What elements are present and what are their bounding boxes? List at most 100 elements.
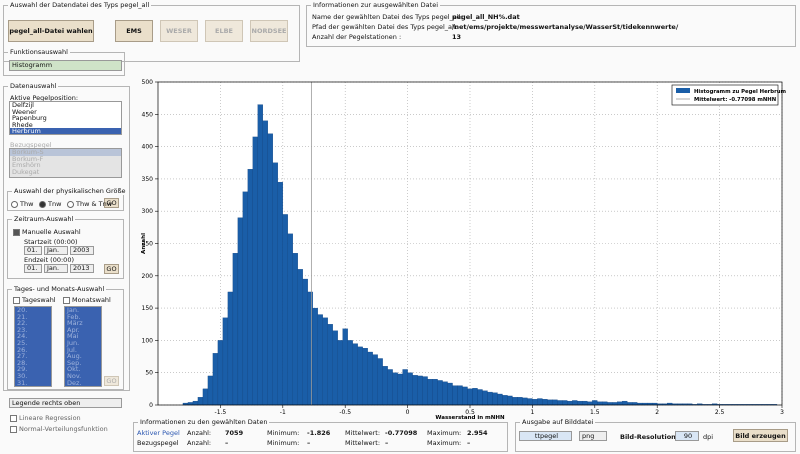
y-tick-label: 250: [142, 241, 154, 248]
histogram-bar: [417, 375, 423, 406]
legend-label: Mittelwert: -0.77098 mNHN: [694, 97, 776, 103]
histogram-bar: [452, 385, 458, 406]
resolution-input[interactable]: 90: [675, 431, 699, 441]
radio-dot: [39, 200, 46, 208]
histogram-bar: [262, 120, 268, 406]
histogram-bar: [202, 388, 209, 406]
histogram-bar: [427, 379, 433, 406]
info-label: Anzahl der Pegelstationen :: [312, 33, 402, 41]
histogram-bar: [307, 291, 313, 406]
date-select[interactable]: Jan.: [44, 264, 68, 273]
option-checkbox[interactable]: Normal-Verteilungsfunktion: [10, 425, 108, 433]
label: Tageswahl: [22, 296, 56, 304]
panel-title: Datenauswahl: [8, 82, 59, 90]
list-item[interactable]: Herbrum: [10, 128, 121, 134]
list-item: 27.: [17, 352, 28, 361]
x-tick-label: 2.5: [715, 409, 725, 416]
label: Bezugspegel: [10, 141, 52, 149]
x-tick-label: 0.5: [465, 409, 475, 416]
histogram-bar: [557, 400, 563, 406]
label: Bild-Resolution:: [620, 433, 679, 441]
histogram-bar: [362, 348, 368, 406]
label: Tnw: [48, 200, 62, 208]
list-item[interactable]: Weener: [12, 107, 37, 116]
list-item[interactable]: Papenburg: [12, 114, 47, 123]
label: Startzeit (00:00): [24, 238, 78, 246]
histogram-bar: [582, 400, 588, 406]
radio[interactable]: Thw & Tnw: [67, 200, 112, 208]
x-tick-label: 0: [406, 409, 410, 416]
stats-panel: Informationen zu den gewählten Daten: [133, 418, 508, 452]
histogram-bar: [622, 400, 628, 406]
x-tick-label: 1: [530, 409, 534, 416]
list-item: 29.: [17, 365, 28, 374]
function-select[interactable]: Histogramm: [9, 60, 122, 71]
day-checkbox[interactable]: Tageswahl: [13, 296, 56, 304]
period-panel: Zeitraum-Auswahl: [7, 215, 124, 279]
histogram-bar: [192, 400, 199, 406]
data-panel: Datenauswahl: [3, 82, 130, 391]
list-item: Okt.: [67, 365, 81, 374]
choose-file-button[interactable]: pegel_all-Datei wahlen: [8, 20, 94, 42]
go-button[interactable]: GO: [104, 198, 119, 208]
histogram-bar: [322, 317, 328, 406]
histogram-bar: [497, 393, 503, 406]
histogram-bar: [537, 398, 543, 406]
go-button[interactable]: GO: [104, 264, 119, 274]
histogram-bar: [402, 369, 408, 406]
histogram-bar: [612, 402, 618, 406]
y-tick-label: 100: [142, 337, 154, 344]
histogram-bar: [367, 351, 373, 406]
y-tick-label: 450: [142, 111, 154, 118]
y-tick-label: 500: [142, 79, 154, 86]
radio[interactable]: Tnw: [39, 200, 61, 208]
date-select[interactable]: 01.: [24, 246, 42, 255]
info-value: 13: [452, 33, 462, 41]
histogram-bar: [512, 397, 518, 406]
histogram-bar: [377, 358, 383, 406]
histogram-bar: [527, 398, 533, 406]
format-select[interactable]: png: [579, 431, 607, 441]
list-item[interactable]: Delfzijl: [12, 101, 34, 109]
radio[interactable]: Thw: [11, 200, 33, 208]
list-item: Sep.: [67, 358, 82, 367]
stats-value: -1.826: [307, 429, 331, 437]
date-select[interactable]: 2013: [70, 264, 94, 273]
date-select[interactable]: 01.: [24, 264, 42, 273]
histogram-bar: [252, 136, 258, 406]
date-select[interactable]: 2003: [70, 246, 94, 255]
day-list: 20. 21. 22. 23. 24. 25. 26. 27. 28. 29. 30. 31.: [14, 306, 52, 387]
filename-input[interactable]: ttpegel: [519, 431, 572, 441]
plot-frame: [157, 81, 783, 406]
stats-value: –: [385, 439, 389, 447]
list-item: 23.: [17, 325, 28, 334]
export-button[interactable]: Bild erzeugen: [733, 429, 788, 442]
label: Manuelle Auswahl: [22, 228, 81, 236]
manual-checkbox[interactable]: Manuelle Auswahl: [13, 228, 81, 236]
stats-value: –: [225, 439, 229, 447]
option-checkbox[interactable]: Lineare Regression: [10, 414, 81, 422]
histogram-bar: [277, 181, 283, 406]
histogram-bar: [542, 399, 548, 406]
list-item[interactable]: Rhede: [12, 120, 33, 129]
date-select[interactable]: Jan.: [44, 246, 68, 255]
histogram-bar: [567, 400, 573, 406]
y-tick-label: 350: [142, 176, 154, 183]
list-item: Mai: [67, 332, 79, 341]
histogram-bar: [212, 353, 219, 406]
stats-label: Maximum:: [427, 439, 462, 447]
region-button[interactable]: EMS: [115, 20, 153, 42]
list-item: 30.: [17, 371, 28, 380]
radio-dot: [67, 200, 74, 208]
list-item: Dez.: [67, 378, 82, 387]
month-checkbox[interactable]: Monatswahl: [63, 296, 111, 304]
panel-title: Tages- und Monats-Auswahl: [12, 285, 107, 293]
stats-name: Bezugspegel: [137, 439, 179, 447]
stats-label: Minimum:: [267, 429, 300, 437]
station-list[interactable]: Delfzijl Weener Papenburg Rhede Herbrum: [9, 101, 122, 135]
list-item: Nov.: [67, 371, 82, 380]
histogram-bar: [462, 386, 468, 406]
histogram-bar: [227, 291, 234, 406]
legend-select[interactable]: Legende rechts oben: [9, 398, 122, 408]
x-axis-label: Wasserstand in mNHN: [435, 415, 505, 421]
